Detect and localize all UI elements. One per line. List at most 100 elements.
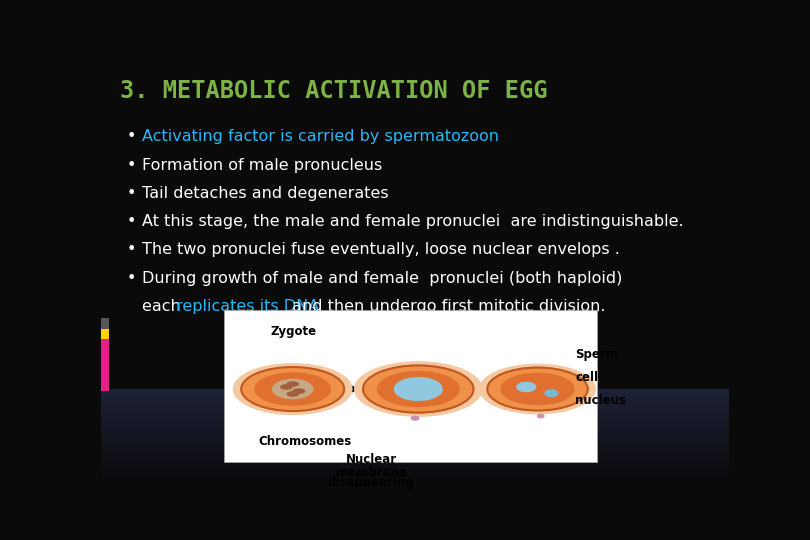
Bar — [101, 476, 729, 477]
Ellipse shape — [255, 373, 330, 405]
Bar — [101, 414, 729, 415]
Bar — [101, 432, 729, 433]
Text: The two pronuclei fuse eventually, loose nuclear envelops .: The two pronuclei fuse eventually, loose… — [142, 242, 620, 258]
Ellipse shape — [501, 374, 574, 404]
Ellipse shape — [411, 416, 419, 420]
Bar — [101, 329, 109, 339]
Bar — [101, 438, 729, 440]
Bar — [101, 478, 729, 479]
Ellipse shape — [281, 385, 292, 389]
Text: •: • — [126, 186, 136, 201]
Text: membrane: membrane — [335, 466, 407, 479]
Bar — [101, 443, 729, 444]
Text: Formation of male pronucleus: Formation of male pronucleus — [142, 158, 382, 172]
Bar — [101, 453, 729, 454]
Bar — [101, 445, 729, 446]
Bar — [101, 436, 729, 437]
Bar — [224, 310, 597, 462]
Ellipse shape — [488, 368, 588, 410]
Bar — [101, 474, 729, 475]
Bar — [101, 408, 729, 409]
Bar — [101, 395, 729, 396]
Bar — [101, 421, 729, 422]
Bar — [101, 437, 729, 438]
Bar — [101, 428, 729, 429]
Bar — [101, 440, 729, 441]
Bar — [101, 402, 729, 403]
Ellipse shape — [394, 377, 442, 400]
Bar — [101, 391, 729, 392]
Bar — [101, 465, 729, 466]
Bar — [101, 463, 729, 464]
Text: •: • — [126, 158, 136, 172]
Bar — [101, 416, 729, 417]
Ellipse shape — [287, 392, 298, 396]
Bar — [101, 417, 729, 418]
Bar — [101, 460, 729, 461]
Text: Nuclear: Nuclear — [346, 453, 397, 466]
Ellipse shape — [355, 362, 482, 416]
Ellipse shape — [538, 414, 544, 418]
Bar — [101, 397, 729, 399]
Text: At this stage, the male and female pronuclei  are indistinguishable.: At this stage, the male and female pronu… — [142, 214, 684, 229]
Bar — [101, 471, 729, 472]
Bar — [101, 433, 729, 434]
Text: During growth of male and female  pronuclei (both haploid): During growth of male and female pronucl… — [142, 271, 622, 286]
Bar — [101, 429, 729, 430]
Bar — [101, 435, 729, 436]
Bar — [101, 409, 729, 410]
Bar — [101, 431, 729, 432]
Bar — [101, 475, 729, 476]
Bar — [101, 422, 729, 423]
Bar — [101, 458, 729, 460]
Bar — [101, 464, 729, 465]
Bar — [101, 415, 729, 416]
Bar — [101, 412, 729, 413]
Bar — [101, 392, 729, 393]
Bar — [101, 446, 729, 447]
Text: nucleus: nucleus — [575, 394, 626, 407]
Bar — [101, 448, 729, 449]
Ellipse shape — [287, 382, 298, 386]
Text: Tail detaches and degenerates: Tail detaches and degenerates — [142, 186, 389, 201]
Bar — [101, 319, 109, 329]
Bar — [101, 470, 729, 471]
Bar — [101, 427, 729, 428]
Bar — [101, 462, 729, 463]
Bar — [101, 469, 729, 470]
Text: Chromosomes: Chromosomes — [258, 435, 352, 448]
Bar — [101, 400, 729, 401]
Bar — [101, 456, 729, 457]
Text: cell: cell — [575, 371, 599, 384]
Text: Zygote: Zygote — [271, 325, 317, 338]
Bar — [101, 407, 729, 408]
Bar — [101, 430, 729, 431]
Bar — [101, 457, 729, 458]
Bar — [101, 467, 729, 468]
Bar — [101, 418, 729, 420]
Bar — [101, 451, 729, 452]
Bar — [101, 394, 729, 395]
Bar — [101, 442, 729, 443]
Bar — [101, 423, 729, 424]
Ellipse shape — [545, 390, 557, 396]
Bar — [101, 434, 729, 435]
Bar — [101, 404, 729, 406]
Text: •: • — [126, 242, 136, 258]
Ellipse shape — [377, 372, 459, 407]
Bar — [101, 473, 729, 474]
Text: replicates its DNA: replicates its DNA — [176, 299, 319, 314]
Bar — [101, 455, 729, 456]
Bar — [101, 390, 729, 391]
Ellipse shape — [517, 382, 535, 392]
Bar — [101, 424, 729, 425]
Bar — [101, 403, 729, 404]
Ellipse shape — [427, 389, 441, 396]
Text: •: • — [126, 129, 136, 144]
Bar — [101, 339, 109, 391]
Text: Sperm: Sperm — [575, 348, 618, 361]
Ellipse shape — [363, 366, 474, 413]
Bar — [101, 410, 729, 411]
Bar — [101, 411, 729, 412]
Text: each: each — [142, 299, 186, 314]
